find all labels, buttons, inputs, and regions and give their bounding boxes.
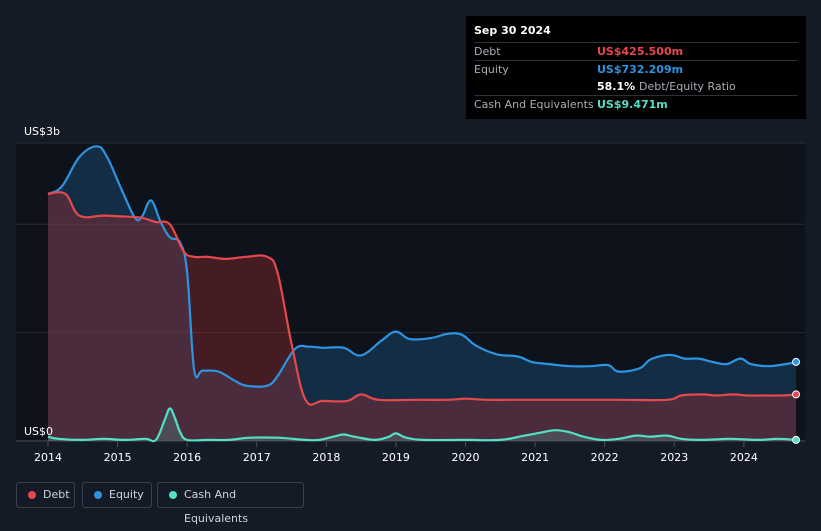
x-tick-label: 2020 [452, 451, 480, 464]
x-tick-label: 2017 [243, 451, 271, 464]
x-tick-label: 2021 [521, 451, 549, 464]
legend-item-cash[interactable]: Cash And Equivalents [157, 482, 304, 525]
x-tick-label: 2023 [660, 451, 688, 464]
legend-dot-cash [169, 491, 177, 499]
tooltip-ratio-value: 58.1% [597, 80, 636, 93]
tooltip-row-equity: Equity US$732.209m [474, 60, 798, 78]
tooltip-date: Sep 30 2024 [474, 24, 551, 37]
x-tick-label: 2015 [104, 451, 132, 464]
legend-label-equity: Equity [109, 488, 144, 501]
legend-label-cash: Cash And Equivalents [184, 488, 249, 525]
tooltip-panel: Sep 30 2024 Debt US$425.500m Equity US$7… [466, 16, 806, 119]
equity-line [47, 145, 797, 388]
x-tick-label: 2019 [382, 451, 410, 464]
tooltip-row-ratio: 58.1% Debt/Equity Ratio [474, 78, 798, 95]
legend-item-debt[interactable]: Debt [16, 482, 75, 508]
tooltip-row-debt: Debt US$425.500m [474, 42, 798, 60]
legend-dot-debt [28, 491, 36, 499]
debt-line [47, 191, 797, 406]
tooltip-label-debt: Debt [474, 45, 501, 58]
x-tick-label: 2024 [730, 451, 758, 464]
tooltip-value-equity: US$732.209m [597, 63, 684, 76]
equity-endpoint [792, 357, 801, 366]
cash-and-equivalents-endpoint [792, 435, 801, 444]
legend-dot-equity [94, 491, 102, 499]
x-tick-label: 2018 [312, 451, 340, 464]
tooltip-label-equity: Equity [474, 63, 509, 76]
equity-area [48, 146, 796, 442]
tooltip-ratio-suffix: Debt/Equity Ratio [639, 80, 736, 93]
x-tick-label: 2016 [173, 451, 201, 464]
legend-label-debt: Debt [43, 488, 70, 501]
debt-area [48, 192, 796, 441]
y-axis-label-top: US$3b [24, 125, 60, 138]
legend-item-equity[interactable]: Equity [82, 482, 152, 508]
cash-and-equivalents-line [47, 407, 797, 443]
tooltip-value-cash: US$9.471m [597, 98, 668, 111]
tooltip-value-debt: US$425.500m [597, 45, 684, 58]
tooltip-row-cash: Cash And Equivalents US$9.471m [474, 95, 798, 113]
tooltip-label-cash: Cash And Equivalents [474, 98, 594, 111]
tooltip-ratio: 58.1% Debt/Equity Ratio [597, 78, 736, 95]
debt-endpoint [792, 390, 801, 399]
x-tick-label: 2022 [591, 451, 619, 464]
y-axis-label-zero: US$0 [24, 425, 53, 438]
x-tick-label: 2014 [34, 451, 62, 464]
